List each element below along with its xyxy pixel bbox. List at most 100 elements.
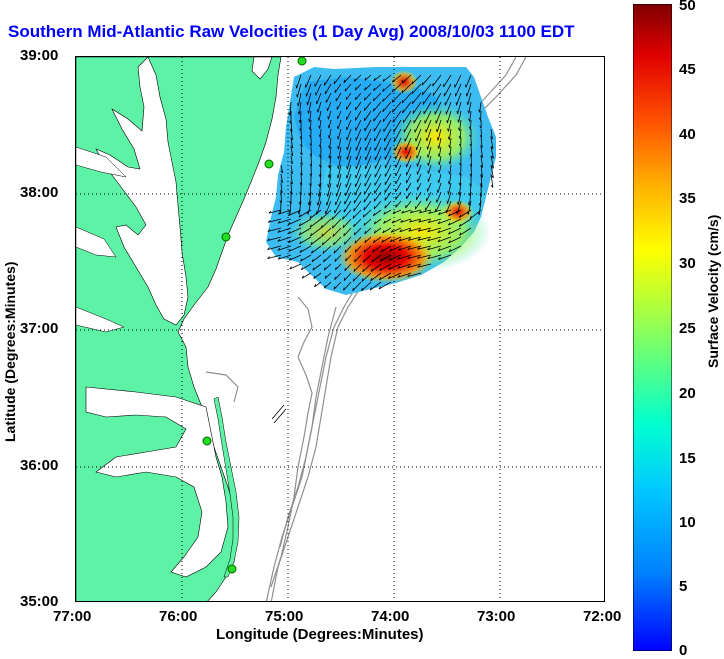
- velocity-arrow: [343, 200, 352, 213]
- velocity-arrow: [328, 173, 332, 188]
- velocity-arrow: [363, 191, 372, 203]
- velocity-arrow: [309, 182, 312, 196]
- velocity-arrow: [384, 164, 392, 177]
- velocity-arrow-head: [395, 204, 397, 208]
- velocity-arrow: [427, 236, 442, 242]
- colorbar-tick: 40: [679, 126, 696, 143]
- velocity-arrow: [425, 119, 432, 133]
- velocity-arrow: [407, 254, 422, 259]
- velocity-arrow: [432, 83, 442, 96]
- velocity-arrow-head: [469, 215, 472, 219]
- velocity-arrow: [443, 74, 452, 88]
- velocity-arrow: [401, 92, 412, 104]
- velocity-arrow: [480, 164, 483, 178]
- velocity-arrow: [364, 119, 372, 132]
- velocity-arrow: [296, 83, 302, 98]
- velocity-arrow: [325, 92, 332, 103]
- velocity-arrow-head: [437, 221, 441, 224]
- velocity-arrow: [361, 272, 372, 282]
- velocity-arrow: [331, 209, 342, 220]
- velocity-arrow: [277, 227, 292, 233]
- velocity-arrow-head: [438, 257, 441, 260]
- velocity-arrow: [419, 209, 432, 214]
- velocity-arrow: [416, 137, 422, 151]
- velocity-arrow: [309, 209, 322, 219]
- colorbar-tick: 25: [679, 320, 696, 337]
- velocity-arrow: [379, 272, 392, 281]
- velocity-arrow: [480, 155, 484, 168]
- velocity-arrow: [355, 83, 362, 91]
- velocity-arrow: [407, 272, 422, 277]
- velocity-arrow-head: [456, 110, 458, 114]
- velocity-arrow-head: [321, 233, 323, 237]
- velocity-arrow: [338, 146, 342, 160]
- velocity-arrow: [371, 254, 382, 263]
- velocity-arrow: [338, 137, 342, 150]
- colorbar: [633, 4, 672, 651]
- velocity-arrow-head: [407, 274, 411, 277]
- velocity-arrow: [458, 182, 462, 196]
- velocity-arrow: [268, 218, 282, 223]
- velocity-arrow: [418, 227, 432, 232]
- velocity-arrow-head: [337, 126, 339, 130]
- velocity-arrow-head: [382, 98, 384, 102]
- velocity-arrow: [459, 128, 462, 139]
- velocity-arrow-head: [337, 165, 339, 169]
- velocity-arrow-head: [398, 238, 402, 242]
- velocity-arrow-head: [363, 222, 366, 226]
- velocity-arrow-head: [290, 153, 294, 157]
- velocity-arrow-head: [278, 211, 281, 215]
- velocity-arrow-head: [333, 81, 335, 85]
- velocity-arrow-head: [327, 174, 330, 179]
- velocity-arrow: [437, 236, 452, 243]
- velocity-arrow: [392, 110, 402, 123]
- velocity-arrow: [388, 272, 402, 279]
- velocity-arrow: [343, 272, 352, 281]
- velocity-arrow: [373, 191, 382, 202]
- velocity-arrow: [373, 92, 382, 102]
- velocity-arrow-head: [448, 222, 451, 226]
- velocity-arrow: [393, 119, 402, 133]
- velocity-arrow: [337, 173, 342, 188]
- velocity-arrow-head: [298, 214, 301, 218]
- velocity-arrow-head: [320, 225, 323, 229]
- colorbar-tick: 35: [679, 190, 696, 207]
- velocity-arrow-head: [387, 275, 391, 279]
- velocity-arrow: [373, 101, 382, 112]
- velocity-arrow: [468, 191, 472, 206]
- velocity-arrow-head: [298, 201, 301, 205]
- velocity-arrow: [449, 137, 452, 148]
- velocity-arrow-head: [407, 238, 411, 241]
- velocity-arrow-head: [345, 258, 347, 262]
- velocity-arrow: [380, 254, 392, 262]
- velocity-arrow: [300, 164, 303, 176]
- velocity-arrow: [364, 83, 372, 91]
- velocity-arrow: [384, 191, 392, 201]
- velocity-arrow: [363, 218, 372, 226]
- velocity-arrow: [404, 128, 412, 142]
- velocity-arrow-head: [364, 77, 367, 81]
- velocity-arrow: [424, 110, 432, 124]
- velocity-arrow: [335, 92, 342, 102]
- velocity-arrow-head: [467, 110, 470, 114]
- velocity-arrows: [267, 74, 494, 292]
- velocity-arrow-head: [318, 183, 321, 187]
- velocity-arrow-head: [322, 250, 325, 254]
- velocity-arrow: [310, 236, 322, 246]
- velocity-arrow: [310, 119, 312, 130]
- velocity-arrow: [428, 209, 442, 214]
- velocity-arrow: [374, 146, 382, 160]
- velocity-arrow: [397, 263, 412, 269]
- velocity-arrow: [406, 155, 412, 168]
- velocity-arrow-head: [465, 93, 468, 97]
- velocity-arrow: [328, 128, 332, 139]
- velocity-arrow: [417, 173, 422, 183]
- velocity-arrow: [490, 164, 494, 178]
- velocity-arrow-head: [316, 109, 319, 113]
- velocity-arrow-head: [333, 242, 335, 246]
- velocity-arrow: [401, 209, 412, 214]
- x-tick-label: 75:00: [265, 608, 304, 625]
- velocity-arrow-head: [308, 118, 310, 122]
- velocity-arrow: [448, 236, 462, 244]
- velocity-arrow-head: [299, 241, 302, 245]
